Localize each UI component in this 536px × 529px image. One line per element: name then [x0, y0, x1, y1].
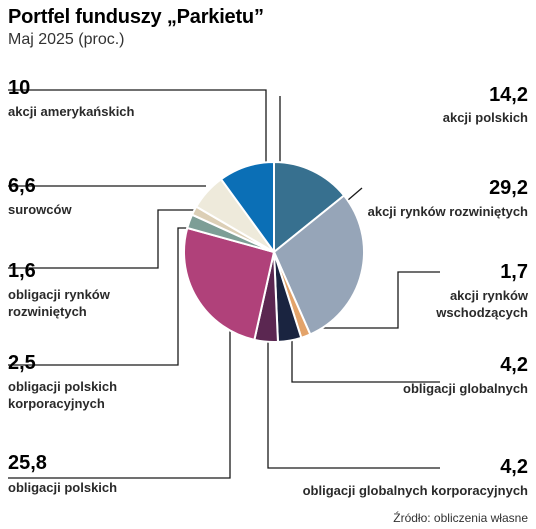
leader-lines	[8, 89, 440, 479]
chart-title: Portfel funduszy „Parkietu”	[8, 6, 264, 28]
data-label-text: akcji amerykańskich	[8, 104, 135, 119]
leader-line	[291, 340, 440, 383]
data-label-value: 4,2	[500, 456, 528, 478]
data-label-text: akcji rynków rozwiniętych	[368, 204, 528, 219]
data-label-text: obligacji globalnych korporacyjnych	[303, 483, 528, 498]
pie-slice	[219, 160, 275, 256]
data-label-text: korporacyjnych	[8, 396, 105, 411]
leader-line	[8, 330, 231, 479]
data-label-text: akcji rynków	[450, 288, 529, 303]
pie-slice	[273, 160, 346, 255]
data-label-value: 1,6	[8, 260, 36, 282]
leader-line	[8, 227, 194, 366]
data-label-text: obligacji polskich	[8, 480, 117, 495]
source-note: Źródło: obliczenia własne	[393, 510, 528, 525]
data-label-value: 10	[8, 77, 30, 99]
data-label-value: 29,2	[489, 177, 528, 199]
data-label-text: obligacji globalnych	[403, 381, 528, 396]
data-label-text: obligacji polskich	[8, 379, 117, 394]
leader-line	[267, 338, 440, 469]
slice-labels: 14,2 akcji polskich 29,2 akcji rynków rozwi…	[8, 77, 529, 498]
pie-slice	[183, 226, 276, 342]
data-label-value: 25,8	[8, 452, 47, 474]
data-label-value: 2,5	[8, 352, 36, 374]
data-label-value: 4,2	[500, 354, 528, 376]
leader-line	[8, 89, 267, 162]
pie-slices	[183, 160, 365, 343]
leader-line	[347, 187, 363, 201]
chart-subtitle: Maj 2025 (proc.)	[8, 31, 125, 48]
data-label-text: wschodzących	[435, 305, 528, 320]
data-label-text: akcji polskich	[443, 110, 528, 125]
leader-line	[306, 271, 440, 329]
data-label-value: 14,2	[489, 84, 528, 106]
data-label-text: surowców	[8, 202, 72, 217]
pie-slice	[272, 194, 365, 336]
data-label-value: 1,7	[500, 261, 528, 283]
data-label-value: 6,6	[8, 175, 36, 197]
data-label-text: rozwiniętych	[8, 304, 87, 319]
leader-line	[8, 209, 200, 269]
data-label-text: obligacji rynków	[8, 287, 111, 302]
